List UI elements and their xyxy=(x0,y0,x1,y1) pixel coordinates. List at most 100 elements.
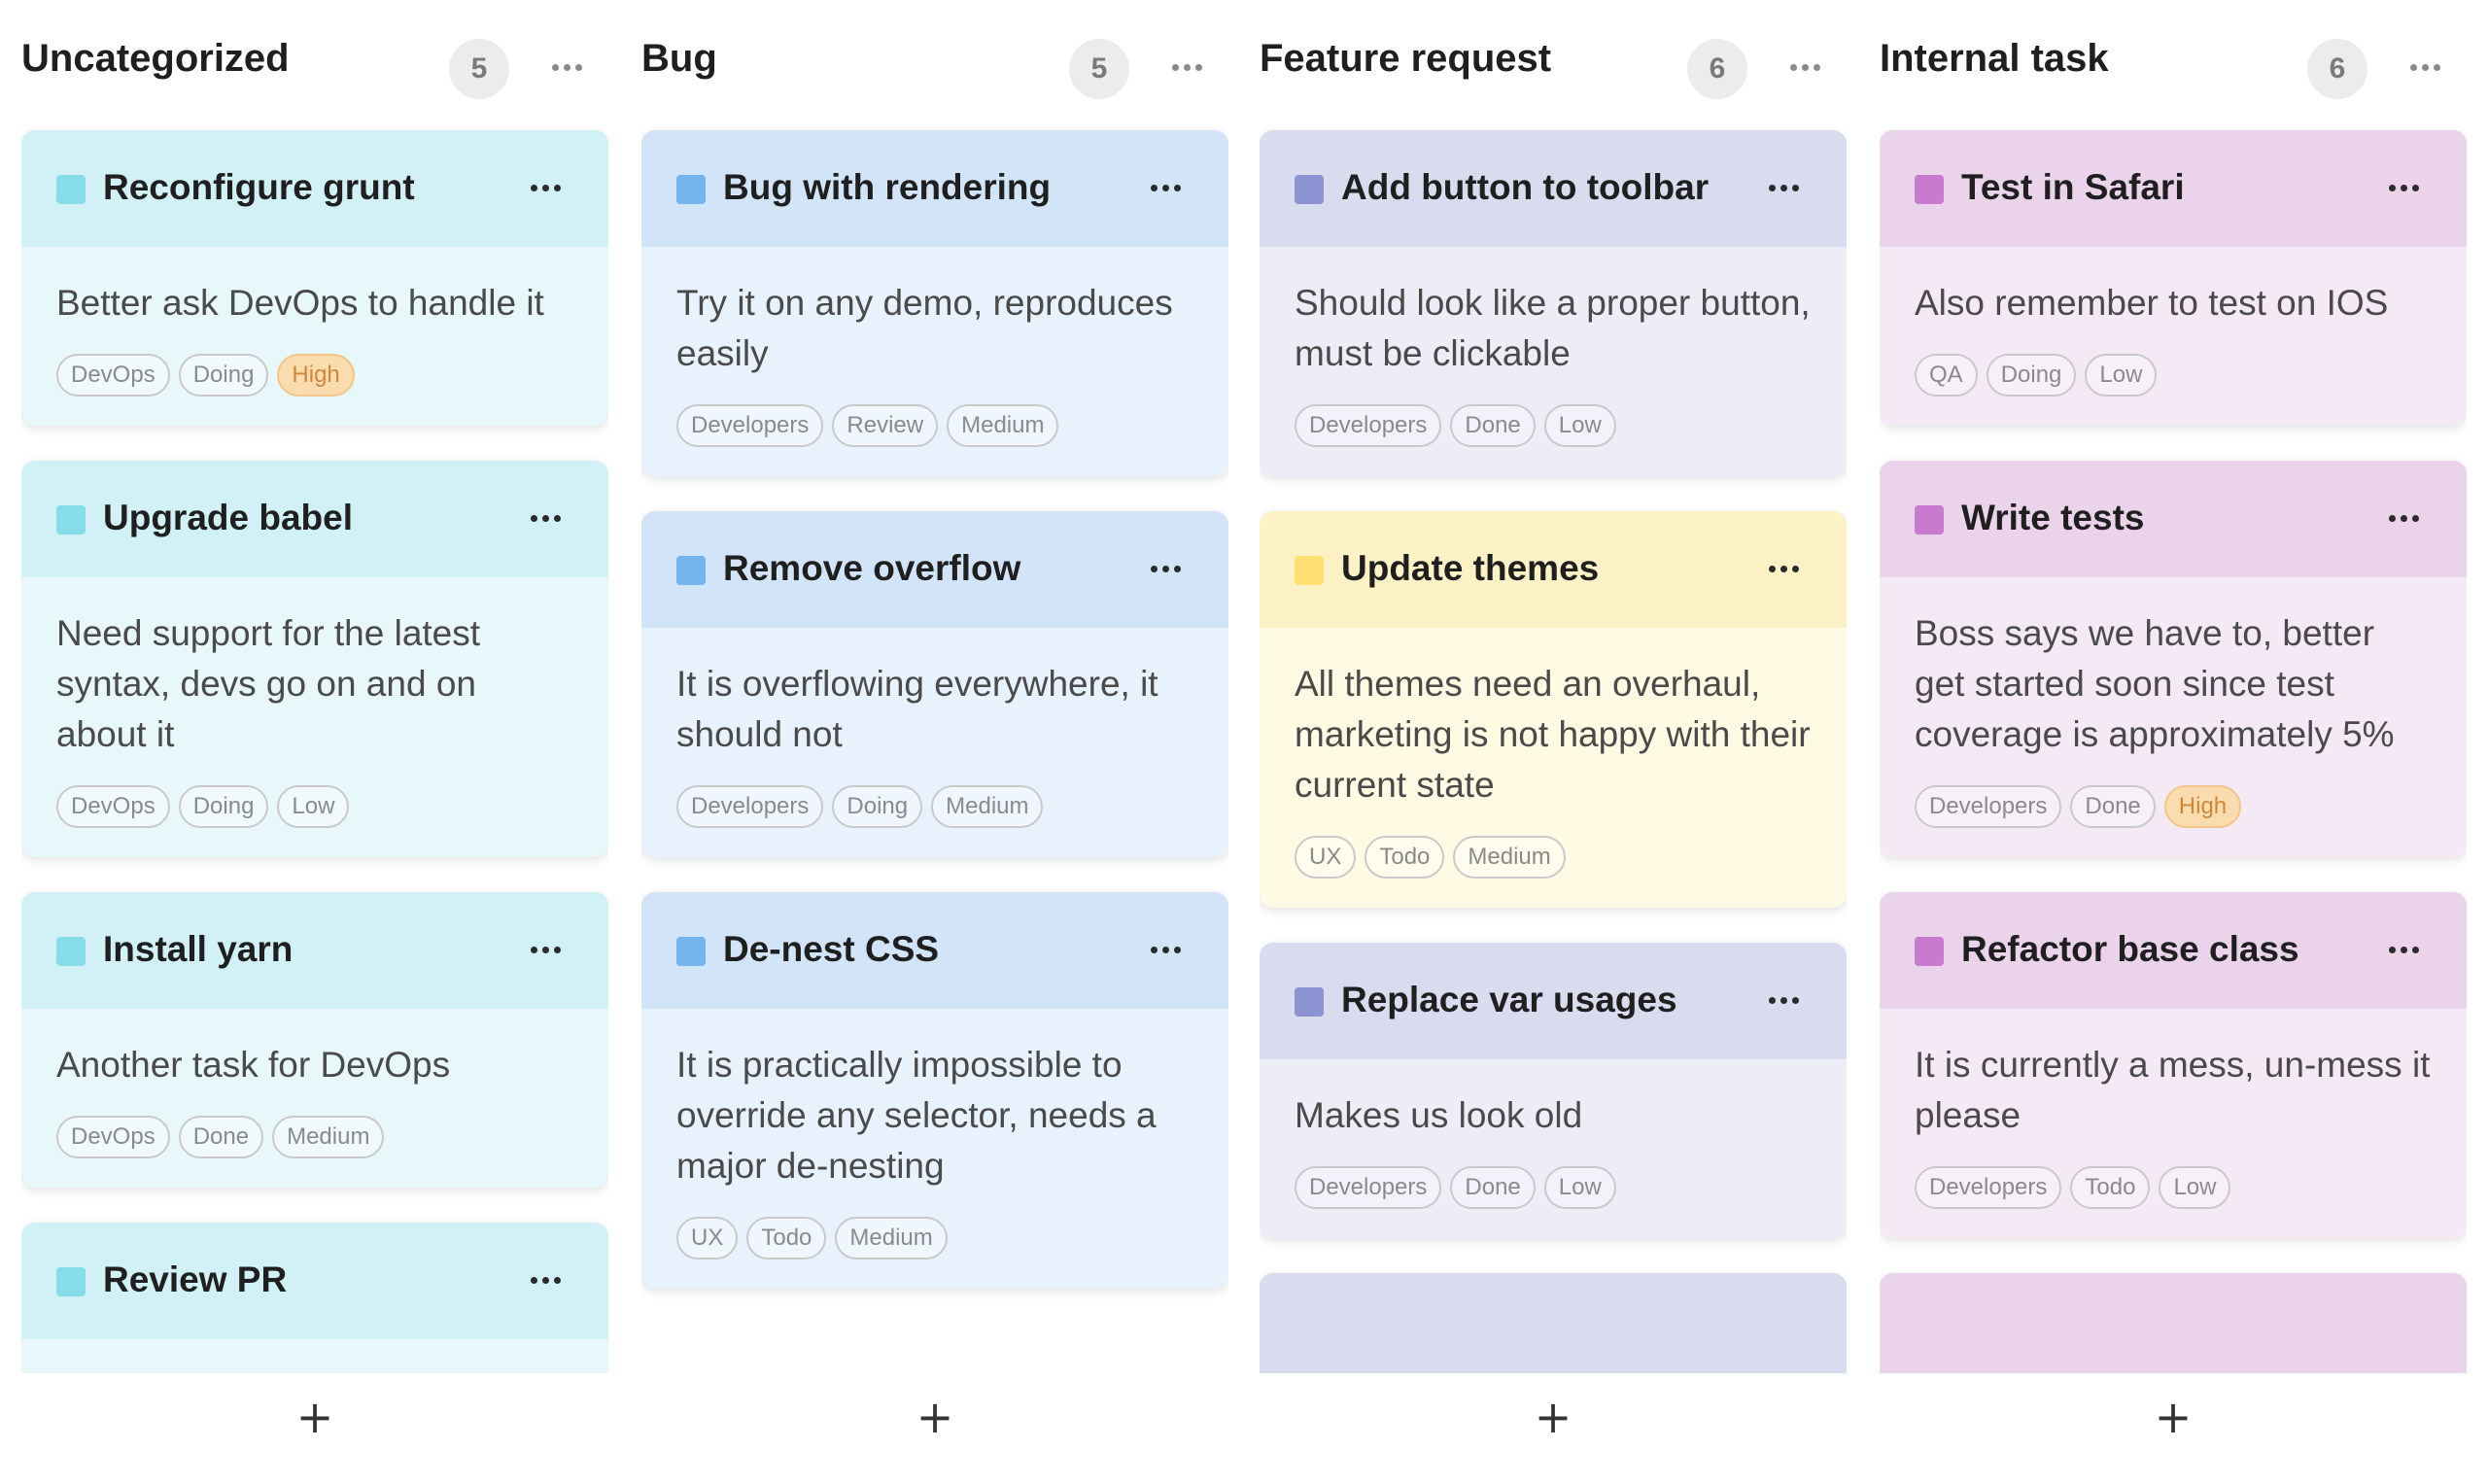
card-menu-icon[interactable] xyxy=(1769,185,1799,191)
task-card-upgrade-babel[interactable]: Upgrade babel Need support for the latest… xyxy=(21,461,608,857)
column-menu-icon[interactable] xyxy=(1172,64,1202,71)
card-menu-icon[interactable] xyxy=(1151,185,1181,191)
column-uncategorized: Uncategorized 5 Reconfigure grunt Better as… xyxy=(21,0,608,1484)
column-count-badge: 5 xyxy=(449,39,509,99)
card-title: Test in Safari xyxy=(1961,167,2185,207)
card-title: Update themes xyxy=(1341,548,1600,588)
task-card-de-nest-css[interactable]: De-nest CSS It is practically impossible … xyxy=(641,892,1228,1289)
task-card-review-pr[interactable]: Review PR xyxy=(21,1223,608,1373)
tag-list: DevOps Doing Low xyxy=(56,785,573,828)
tag-review: Review xyxy=(832,404,939,447)
tag-devops: DevOps xyxy=(56,785,170,828)
tag-list: Developers Todo Low xyxy=(1915,1166,2432,1209)
task-card-update-themes[interactable]: Update themes All themes need an overhaul… xyxy=(1260,511,1847,908)
color-swatch xyxy=(676,175,706,204)
tag-done: Done xyxy=(178,1116,264,1158)
task-card-card[interactable] xyxy=(1880,1273,2467,1373)
card-description: Need support for the latest syntax, devs… xyxy=(56,613,481,754)
task-card-replace-var-usages[interactable]: Replace var usages Makes us look old Devel… xyxy=(1260,943,1847,1238)
dot xyxy=(554,515,561,522)
card-body xyxy=(21,1339,608,1373)
tag-devops: DevOps xyxy=(56,354,170,397)
dot xyxy=(1792,997,1799,1004)
add-card-button[interactable]: + xyxy=(295,1391,334,1443)
column-count-badge: 6 xyxy=(1687,39,1747,99)
task-card-add-button-to-toolbar[interactable]: Add button to toolbar Should look like a … xyxy=(1260,130,1847,476)
dot xyxy=(2389,515,2396,522)
card-header: Write tests xyxy=(1880,461,2467,577)
add-card-button[interactable]: + xyxy=(2154,1391,2193,1443)
dot xyxy=(1162,566,1169,572)
card-list: Reconfigure grunt Better ask DevOps to ha… xyxy=(21,126,608,1373)
card-menu-icon[interactable] xyxy=(1769,566,1799,572)
card-body: Boss says we have to, better get started… xyxy=(1880,577,2467,857)
card-menu-icon[interactable] xyxy=(2389,185,2419,191)
column-header: Bug 5 xyxy=(641,0,1228,136)
card-header: Install yarn xyxy=(21,892,608,1009)
dot xyxy=(1792,185,1799,191)
tag-low: Low xyxy=(1543,1166,1616,1209)
card-menu-icon[interactable] xyxy=(531,185,561,191)
tag-list: Developers Done Low xyxy=(1295,404,1812,447)
card-list: Add button to toolbar Should look like a … xyxy=(1260,126,1847,1373)
dot xyxy=(554,947,561,953)
tag-low: Low xyxy=(2159,1166,2231,1209)
color-swatch xyxy=(1915,937,1944,966)
task-card-remove-overflow[interactable]: Remove overflow It is overflowing everywh… xyxy=(641,511,1228,857)
card-header: Upgrade babel xyxy=(21,461,608,577)
card-title: Install yarn xyxy=(103,929,294,969)
card-header xyxy=(1880,1273,2467,1373)
card-body: Also remember to test on IOS QA Doing Low xyxy=(1880,247,2467,426)
task-card-refactor-base-class[interactable]: Refactor base class It is currently a mes… xyxy=(1880,892,2467,1238)
tag-list: Developers Done High xyxy=(1915,785,2432,828)
card-menu-icon[interactable] xyxy=(2389,515,2419,522)
dot xyxy=(1172,64,1179,71)
color-swatch xyxy=(56,175,86,204)
dot xyxy=(2410,64,2417,71)
dot xyxy=(1780,566,1787,572)
tag-list: Developers Doing Medium xyxy=(676,785,1193,828)
dot xyxy=(542,185,549,191)
card-description: Better ask DevOps to handle it xyxy=(56,283,544,323)
tag-todo: Todo xyxy=(1365,836,1445,879)
dot xyxy=(2389,947,2396,953)
column-menu-icon[interactable] xyxy=(552,64,582,71)
card-menu-icon[interactable] xyxy=(531,947,561,953)
card-menu-icon[interactable] xyxy=(1151,947,1181,953)
tag-medium: Medium xyxy=(1453,836,1566,879)
dot xyxy=(1162,947,1169,953)
dot xyxy=(2412,185,2419,191)
card-menu-icon[interactable] xyxy=(1151,566,1181,572)
task-card-card[interactable] xyxy=(1260,1273,1847,1373)
card-description: Boss says we have to, better get started… xyxy=(1915,613,2395,754)
card-header: Add button to toolbar xyxy=(1260,130,1847,247)
column-menu-icon[interactable] xyxy=(2410,64,2440,71)
card-menu-icon[interactable] xyxy=(531,1277,561,1284)
task-card-bug-with-rendering[interactable]: Bug with rendering Try it on any demo, re… xyxy=(641,130,1228,476)
tag-developers: Developers xyxy=(1295,1166,1442,1209)
column-menu-icon[interactable] xyxy=(1790,64,1820,71)
dot xyxy=(1151,185,1158,191)
add-card-button[interactable]: + xyxy=(1534,1391,1572,1443)
tag-done: Done xyxy=(2070,785,2156,828)
card-title: Remove overflow xyxy=(723,548,1021,588)
tag-ux: UX xyxy=(676,1217,739,1260)
card-menu-icon[interactable] xyxy=(1769,997,1799,1004)
tag-list: UX Todo Medium xyxy=(1295,836,1812,879)
card-menu-icon[interactable] xyxy=(531,515,561,522)
dot xyxy=(564,64,570,71)
task-card-install-yarn[interactable]: Install yarn Another task for DevOps DevOp… xyxy=(21,892,608,1188)
task-card-test-in-safari[interactable]: Test in Safari Also remember to test on I… xyxy=(1880,130,2467,426)
card-menu-icon[interactable] xyxy=(2389,947,2419,953)
card-description: Another task for DevOps xyxy=(56,1045,451,1085)
card-header: Update themes xyxy=(1260,511,1847,628)
task-card-write-tests[interactable]: Write tests Boss says we have to, better … xyxy=(1880,461,2467,857)
column-header: Uncategorized 5 xyxy=(21,0,608,136)
tag-doing: Doing xyxy=(1986,354,2077,397)
card-header: De-nest CSS xyxy=(641,892,1228,1009)
task-card-reconfigure-grunt[interactable]: Reconfigure grunt Better ask DevOps to ha… xyxy=(21,130,608,426)
card-body: Should look like a proper button, must b… xyxy=(1260,247,1847,476)
dot xyxy=(2422,64,2429,71)
add-card-button[interactable]: + xyxy=(916,1391,954,1443)
